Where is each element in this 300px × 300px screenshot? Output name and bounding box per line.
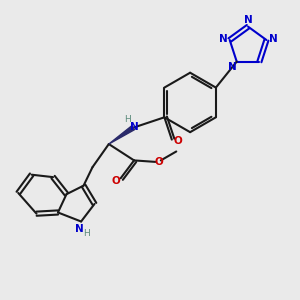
- Text: N: N: [244, 15, 253, 25]
- Polygon shape: [109, 126, 134, 144]
- Text: O: O: [174, 136, 183, 146]
- Text: H: H: [83, 229, 90, 238]
- Text: N: N: [228, 62, 237, 72]
- Text: O: O: [155, 157, 164, 167]
- Text: O: O: [112, 176, 121, 186]
- Text: N: N: [130, 122, 139, 131]
- Text: N: N: [268, 34, 278, 44]
- Text: H: H: [124, 115, 131, 124]
- Text: N: N: [219, 34, 227, 44]
- Text: N: N: [75, 224, 84, 234]
